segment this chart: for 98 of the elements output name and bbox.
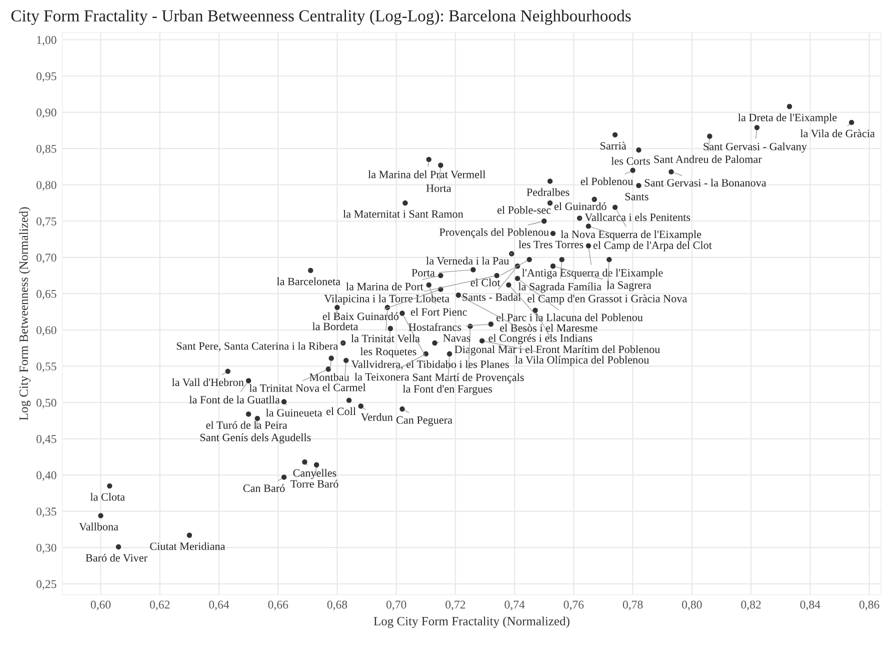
x-tick-label: 0,74	[504, 600, 525, 610]
y-tick-label: 0,25	[36, 580, 56, 590]
annotation: el Besòs i el Maresme	[500, 324, 598, 332]
annotation: el Carmel	[322, 383, 366, 392]
x-tick-label: 0,84	[800, 600, 820, 610]
annotation: les Corts	[611, 156, 650, 165]
annotation: el Turó de la Peira	[206, 421, 288, 429]
y-tick-label: 1,00	[37, 36, 56, 46]
annotation: Canyelles	[293, 468, 336, 480]
annotation: les Roquetes	[360, 347, 416, 358]
x-tick-label: 0,60	[90, 600, 111, 610]
annotation: les Tres Torres	[518, 240, 584, 248]
annotation: Vallvidrera, el Tibidabo i les Planes	[351, 360, 509, 370]
annotation: la Guineueta	[266, 408, 322, 417]
x-tick-label: 0,66	[268, 600, 288, 610]
x-tick-label: 0,80	[682, 600, 702, 610]
annotation: la Marina del Prat Vermell	[368, 170, 486, 178]
annotation: la Sagrada Família	[518, 282, 602, 293]
annotation: Sant Gervasi - la Bonanova	[644, 178, 766, 187]
y-tick-label: 0,35	[36, 508, 56, 518]
annotation: el Poblenou	[580, 177, 633, 186]
y-tick-label: 0,70	[36, 254, 56, 264]
annotation: la Font de la Guatlla	[189, 396, 280, 404]
annotation: la Verneda i la Pau	[426, 256, 509, 265]
annotation: Sant Andreu de Palomar	[654, 155, 762, 164]
annotation: Sarrià	[600, 142, 626, 150]
annotation: Montbau	[310, 373, 350, 382]
x-tick-label: 0,76	[564, 600, 584, 610]
x-tick-label: 0,78	[622, 600, 643, 610]
annotation: Verdun	[360, 413, 393, 421]
annotation: el Parc i la Llacuna del Poblenou	[496, 313, 643, 322]
y-tick-label: 0,30	[36, 544, 56, 554]
annotation: Navas	[443, 334, 470, 342]
annotation: el Camp de l'Arpa del Clot	[593, 241, 712, 252]
x-axis-title: Log City Form Fractality (Normalized)	[374, 616, 570, 628]
annotation: Ciutat Meridiana	[150, 542, 226, 550]
annotation: la Vila Olímpica del Poblenou	[515, 356, 650, 366]
x-tick-label: 0,64	[209, 600, 230, 610]
y-tick-label: 0,75	[36, 217, 56, 228]
annotation: Sant Martí de Provençals	[412, 373, 524, 384]
annotation: el Poble-sec	[497, 206, 551, 214]
annotation: la Clota	[90, 492, 125, 501]
annotation: Horta	[426, 184, 452, 192]
y-tick-label: 0,85	[36, 144, 56, 154]
x-tick-label: 0,86	[859, 600, 880, 610]
annotation: la Sagrera	[606, 281, 652, 292]
y-tick-label: 0,50	[36, 398, 56, 408]
annotation: el Camp d'en Grassot i Gràcia Nova	[528, 294, 687, 305]
y-tick-label: 0,60	[36, 326, 56, 336]
annotation: Porta	[412, 269, 435, 277]
annotation: Can Peguera	[396, 416, 452, 426]
y-tick-label: 0,95	[36, 72, 56, 82]
annotation: l'Antiga Esquerra de l'Eixample	[522, 268, 663, 279]
annotation: Vallbona	[79, 522, 118, 531]
annotation: la Barceloneta	[276, 277, 340, 286]
y-tick-label: 0,80	[36, 181, 56, 191]
annotation: el Guinardó	[554, 202, 606, 210]
annotation: Sants - Badal	[462, 293, 521, 301]
y-tick-label: 0,45	[36, 435, 56, 445]
annotation: la Marina de Port	[346, 282, 424, 290]
annotation: Sant Gervasi - Galvany	[704, 142, 807, 153]
annotation: el Coll	[326, 407, 356, 416]
annotation: Pedralbes	[526, 188, 570, 196]
annotation: la Maternitat i Sant Ramon	[343, 210, 464, 218]
annotation: el Fort Pienc	[410, 308, 467, 316]
annotation: la Dreta de l'Eixample	[738, 113, 837, 124]
y-tick-label: 0,55	[36, 362, 56, 372]
x-tick-label: 0,72	[446, 600, 466, 610]
annotation: el Congrés i els Indians	[488, 334, 592, 344]
annotation: Torre Baró	[290, 480, 338, 488]
annotation: Sant Pere, Santa Caterina i la Ribera	[176, 342, 338, 352]
x-tick-label: 0,62	[150, 600, 170, 610]
annotation: Provençals del Poblenou	[440, 228, 549, 238]
annotation: Sant Genís dels Agudells	[200, 433, 311, 444]
annotation: Hostafrancs	[408, 322, 462, 331]
annotation: la Font d'en Fargues	[402, 384, 492, 395]
annotation: la Teixonera	[354, 372, 410, 381]
x-tick-label: 0,68	[327, 600, 348, 610]
x-tick-label: 0,82	[741, 600, 761, 610]
y-axis-title: Log City Form Betweenness (Normalized)	[19, 207, 31, 420]
chart-title: City Form Fractality - Urban Betweenness Centrality (Log-Log): Barcelona Neighbourhoods	[11, 10, 631, 25]
y-tick-label: 0,90	[36, 108, 56, 118]
annotation: Vallcarca i els Penitents	[584, 213, 690, 222]
y-tick-label: 0,65	[36, 290, 56, 300]
annotation: la Vall d'Hebron	[172, 378, 244, 386]
y-tick-label: 0,40	[36, 471, 56, 481]
annotation: Can Baró	[243, 484, 285, 492]
annotation: el Baix Guinardó	[322, 312, 398, 320]
annotation: la Vila de Gràcia	[800, 129, 875, 138]
annotation: Sants	[625, 192, 648, 200]
annotation: la Trinitat Nova	[249, 384, 320, 392]
annotation: la Nova Esquerra de l'Eixample	[560, 230, 702, 240]
annotation: Vilapicina i la Torre Llobeta	[324, 294, 450, 305]
annotation: la Trinitat Vella	[351, 334, 420, 342]
annotation: el Clot	[470, 278, 500, 286]
annotation: Baró de Viver	[86, 554, 148, 562]
x-tick-label: 0,70	[386, 600, 406, 610]
annotation: la Bordeta	[312, 322, 358, 330]
